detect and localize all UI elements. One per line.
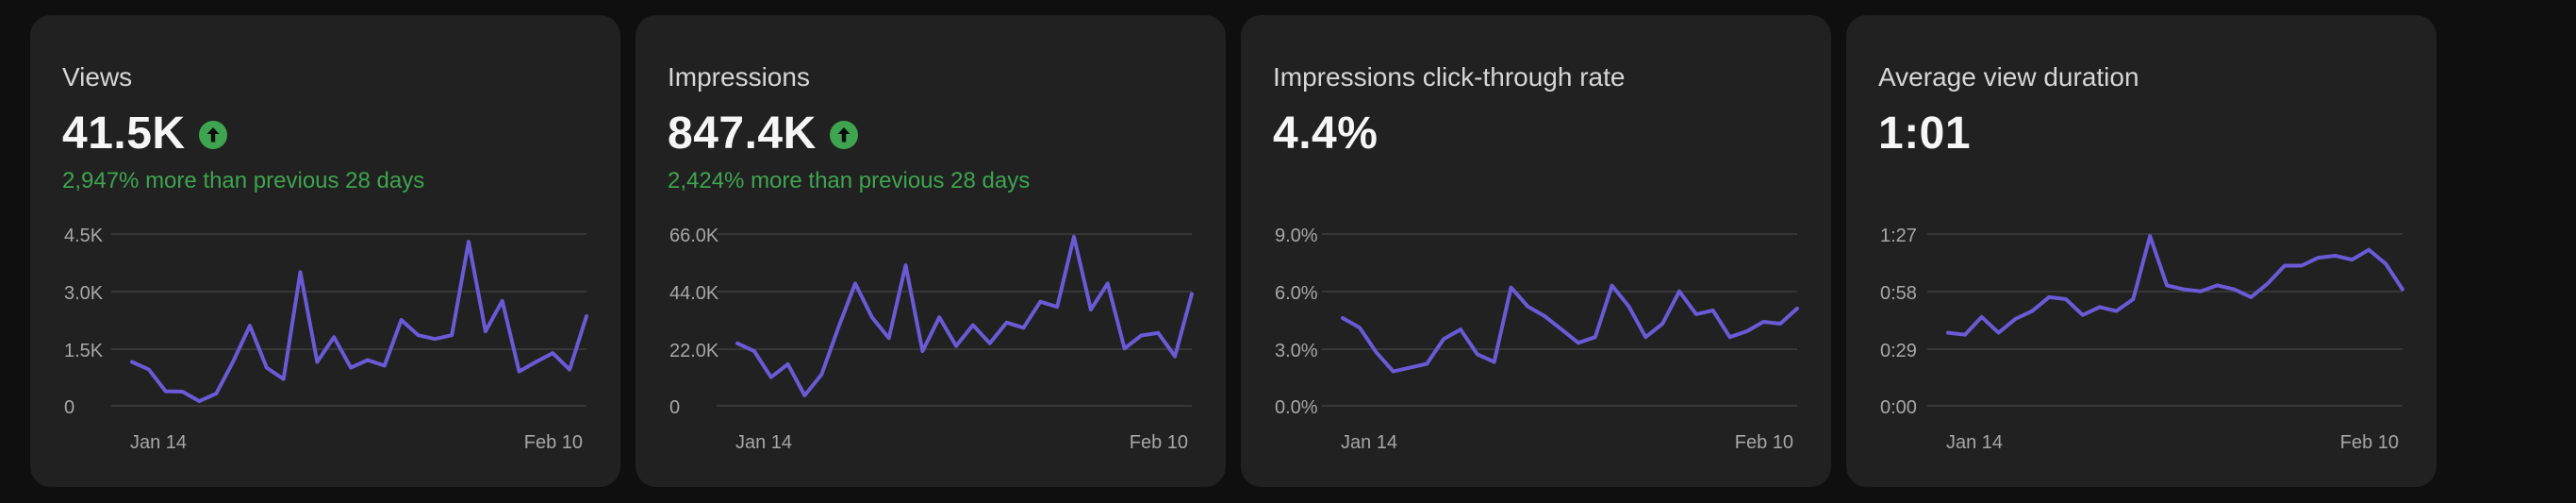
metric-change: 2,424% more than previous 28 days bbox=[668, 168, 1031, 193]
metric-card-ctr[interactable]: Impressions click-through rate 4.4% 9.0%… bbox=[1241, 15, 1831, 487]
metric-value-row: 4.4% bbox=[1273, 105, 1378, 161]
metric-value-row: 41.5K bbox=[62, 105, 227, 161]
metric-value-row: 1:01 bbox=[1878, 105, 1971, 161]
metric-value: 4.4% bbox=[1273, 108, 1379, 159]
y-tick-label: 22.0K bbox=[669, 341, 719, 361]
series-line bbox=[735, 234, 1194, 397]
x-tick-label: Jan 14 bbox=[130, 432, 187, 453]
y-tick-label: 0 bbox=[669, 397, 680, 418]
metric-value: 41.5K bbox=[62, 108, 186, 159]
metric-card-impressions[interactable]: Impressions 847.4K 2,424% more than prev… bbox=[636, 15, 1226, 487]
y-tick-label: 1:27 bbox=[1880, 226, 1917, 246]
metric-card-avg-view-duration[interactable]: Average view duration 1:01 1:27 0:58 0:29 0… bbox=[1846, 15, 2436, 487]
series-line bbox=[1946, 234, 2404, 337]
series-line bbox=[130, 240, 588, 404]
series-line bbox=[1341, 283, 1799, 374]
views-chart: 4.5K 3.0K 1.5K 0 Jan 14 Feb 10 bbox=[64, 226, 588, 453]
y-tick-label: 0 bbox=[64, 397, 74, 418]
metric-title: Views bbox=[62, 62, 133, 92]
metric-title: Impressions bbox=[668, 62, 810, 92]
impressions-chart: 66.0K 44.0K 22.0K 0 Jan 14 Feb 10 bbox=[669, 226, 1194, 453]
x-tick-label: Feb 10 bbox=[1735, 432, 1793, 453]
y-tick-label: 4.5K bbox=[64, 226, 104, 246]
x-tick-label: Feb 10 bbox=[1130, 432, 1188, 453]
x-tick-label: Jan 14 bbox=[1341, 432, 1397, 453]
x-tick-label: Feb 10 bbox=[2340, 432, 2399, 453]
y-tick-label: 9.0% bbox=[1275, 226, 1318, 246]
metric-change: 2,947% more than previous 28 days bbox=[62, 168, 425, 193]
x-tick-label: Jan 14 bbox=[1946, 432, 2003, 453]
y-tick-label: 44.0K bbox=[669, 283, 719, 304]
arrow-up-circle-icon bbox=[198, 121, 227, 149]
metric-title: Impressions click-through rate bbox=[1273, 62, 1626, 92]
arrow-up-circle-icon bbox=[829, 121, 858, 149]
y-tick-label: 66.0K bbox=[669, 226, 719, 246]
y-tick-label: 3.0% bbox=[1275, 341, 1318, 361]
y-tick-label: 0.0% bbox=[1275, 397, 1318, 418]
y-tick-label: 0:58 bbox=[1880, 283, 1917, 304]
ctr-chart: 9.0% 6.0% 3.0% 0.0% Jan 14 Feb 10 bbox=[1275, 226, 1799, 453]
metric-title: Average view duration bbox=[1878, 62, 2139, 92]
y-tick-label: 0:00 bbox=[1880, 397, 1917, 418]
metric-card-views[interactable]: Views 41.5K 2,947% more than previous 28… bbox=[30, 15, 620, 487]
x-tick-label: Feb 10 bbox=[524, 432, 583, 453]
y-tick-label: 0:29 bbox=[1880, 341, 1917, 361]
metric-value-row: 847.4K bbox=[668, 105, 858, 161]
y-tick-label: 3.0K bbox=[64, 283, 104, 304]
y-tick-label: 1.5K bbox=[64, 341, 104, 361]
avg-view-duration-chart: 1:27 0:58 0:29 0:00 Jan 14 Feb 10 bbox=[1880, 226, 2404, 453]
metric-value: 847.4K bbox=[668, 108, 817, 159]
x-tick-label: Jan 14 bbox=[735, 432, 792, 453]
y-tick-label: 6.0% bbox=[1275, 283, 1318, 304]
metric-value: 1:01 bbox=[1878, 108, 1972, 159]
